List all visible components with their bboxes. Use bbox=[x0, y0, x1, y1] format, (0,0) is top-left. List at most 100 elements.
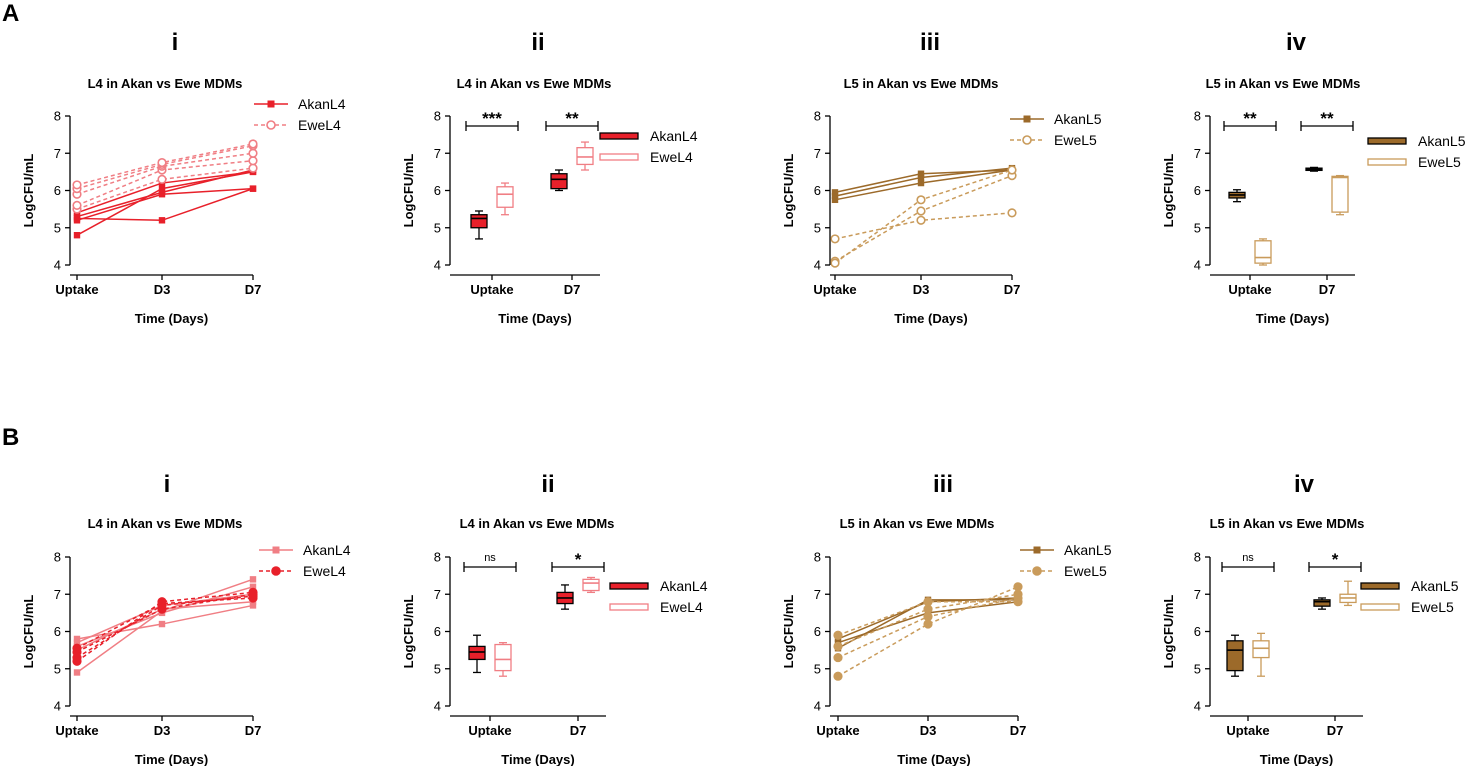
y-tick-label: 5 bbox=[434, 220, 441, 235]
data-point-EweL5 bbox=[1013, 597, 1023, 607]
data-point-EweL4 bbox=[72, 180, 82, 190]
x-tick-label: D7 bbox=[1327, 723, 1344, 738]
legend-marker bbox=[267, 100, 275, 108]
data-point-AkanL4 bbox=[73, 635, 81, 643]
legend-label: AkanL5 bbox=[1411, 578, 1459, 594]
x-axis-label: Time (Days) bbox=[1260, 752, 1333, 766]
chart-B-i: i L4 in Akan vs Ewe MDMs 4 5 6 7 8 LogCFU/mL Upt… bbox=[21, 471, 351, 766]
y-tick-label: 4 bbox=[434, 258, 441, 273]
y-tick-label: 8 bbox=[814, 550, 821, 565]
legend-marker bbox=[1023, 115, 1031, 123]
panel-label-a: A bbox=[2, 0, 20, 27]
legend-label: AkanL5 bbox=[1054, 111, 1102, 127]
y-axis-label: LogCFU/mL bbox=[1161, 154, 1176, 228]
x-axis-label: Time (Days) bbox=[135, 311, 208, 326]
data-point-EweL4 bbox=[248, 156, 258, 166]
legend-marker bbox=[1033, 546, 1041, 554]
data-point-EweL4 bbox=[157, 598, 167, 609]
y-tick-label: 7 bbox=[434, 146, 441, 161]
y-tick-label: 5 bbox=[54, 220, 61, 235]
legend-marker bbox=[1022, 135, 1032, 145]
data-point-EweL5 bbox=[923, 597, 933, 607]
sig-label: ns bbox=[1242, 552, 1254, 564]
data-point-AkanL5 bbox=[917, 179, 925, 187]
sig-label: * bbox=[575, 550, 582, 569]
data-point-AkanL4 bbox=[73, 213, 81, 220]
legend-marker bbox=[271, 566, 281, 576]
y-tick-label: 8 bbox=[814, 109, 821, 124]
legend-marker bbox=[272, 546, 280, 554]
box-AkanL4 bbox=[470, 214, 488, 229]
series-line-EweL4 bbox=[76, 597, 254, 649]
legend-label: EweL4 bbox=[298, 117, 341, 133]
box-EweL4 bbox=[576, 147, 594, 166]
data-point-AkanL5 bbox=[831, 189, 839, 196]
y-axis-label: LogCFU/mL bbox=[1161, 595, 1176, 669]
data-point-AkanL4 bbox=[249, 576, 257, 583]
data-point-EweL5 bbox=[833, 652, 843, 663]
data-point-AkanL5 bbox=[831, 192, 839, 200]
sub-label: i bbox=[172, 29, 179, 56]
y-tick-label: 4 bbox=[54, 258, 61, 273]
x-axis-label: Time (Days) bbox=[501, 752, 574, 766]
data-point-EweL5 bbox=[830, 258, 840, 268]
chart-A-i: i L4 in Akan vs Ewe MDMs 4 5 6 7 8 LogCFU/mL Upt… bbox=[21, 29, 346, 326]
series-line-EweL4 bbox=[76, 591, 254, 662]
legend-label: AkanL5 bbox=[1064, 542, 1112, 558]
x-axis-label: Time (Days) bbox=[135, 752, 208, 766]
data-point-EweL4 bbox=[157, 157, 167, 168]
x-tick-label: D7 bbox=[1010, 723, 1027, 738]
sig-label: ** bbox=[565, 109, 579, 128]
x-tick-label: D3 bbox=[913, 282, 930, 297]
y-tick-label: 6 bbox=[434, 624, 441, 639]
y-axis-label: LogCFU/mL bbox=[401, 595, 416, 669]
data-point-AkanL4 bbox=[158, 189, 166, 196]
chart-title: L5 in Akan vs Ewe MDMs bbox=[1210, 516, 1365, 531]
y-tick-label: 5 bbox=[814, 661, 821, 676]
data-point-EweL5 bbox=[916, 195, 926, 205]
legend-swatch bbox=[1360, 582, 1400, 590]
y-axis-label: LogCFU/mL bbox=[21, 595, 36, 669]
x-tick-label: D7 bbox=[570, 723, 587, 738]
sig-label: * bbox=[1332, 550, 1339, 569]
chart-A-ii: ii L4 in Akan vs Ewe MDMs 4 5 6 7 8 LogCFU/mL Up… bbox=[401, 29, 698, 326]
y-tick-label: 8 bbox=[54, 109, 61, 124]
legend-swatch bbox=[1367, 137, 1407, 145]
data-point-AkanL4 bbox=[158, 620, 166, 628]
data-point-EweL4 bbox=[72, 200, 82, 210]
y-tick-label: 6 bbox=[814, 183, 821, 198]
panel-label-b: B bbox=[2, 424, 20, 451]
x-tick-label: Uptake bbox=[813, 282, 856, 297]
legend-swatch bbox=[609, 582, 649, 590]
legend-label: AkanL4 bbox=[298, 96, 346, 112]
data-point-AkanL4 bbox=[73, 217, 81, 224]
y-tick-label: 4 bbox=[1194, 699, 1201, 714]
x-tick-label: D3 bbox=[154, 282, 171, 297]
data-point-AkanL4 bbox=[158, 217, 166, 224]
y-tick-label: 4 bbox=[434, 699, 441, 714]
chart-A-iv: iv L5 in Akan vs Ewe MDMs 4 5 6 7 8 LogCFU/mL Up… bbox=[1161, 29, 1466, 326]
data-point-EweL5 bbox=[923, 604, 933, 614]
data-point-EweL5 bbox=[1013, 589, 1023, 599]
y-tick-label: 8 bbox=[1194, 109, 1201, 124]
x-tick-label: D3 bbox=[920, 723, 937, 738]
data-point-EweL5 bbox=[1013, 582, 1023, 592]
sub-label: iii bbox=[933, 471, 953, 498]
legend-swatch bbox=[599, 132, 639, 140]
box-AkanL5 bbox=[1226, 640, 1244, 672]
x-tick-label: D3 bbox=[154, 723, 171, 738]
chart-title: L4 in Akan vs Ewe MDMs bbox=[88, 516, 243, 531]
series-line-EweL5 bbox=[837, 586, 1019, 677]
box-AkanL4 bbox=[468, 645, 486, 661]
sig-label: ** bbox=[1243, 109, 1257, 128]
x-tick-label: Uptake bbox=[816, 723, 859, 738]
data-point-EweL4 bbox=[72, 643, 82, 653]
data-point-EweL4 bbox=[248, 148, 258, 158]
chart-A-iii: iii L5 in Akan vs Ewe MDMs 4 5 6 7 8 LogCFU/mL U… bbox=[781, 29, 1102, 326]
data-point-EweL4 bbox=[248, 593, 258, 603]
legend-label: EweL4 bbox=[660, 599, 703, 615]
box-AkanL5 bbox=[1313, 599, 1331, 607]
y-tick-label: 5 bbox=[814, 220, 821, 235]
chart-title: L5 in Akan vs Ewe MDMs bbox=[844, 76, 999, 91]
x-axis-label: Time (Days) bbox=[897, 752, 970, 766]
